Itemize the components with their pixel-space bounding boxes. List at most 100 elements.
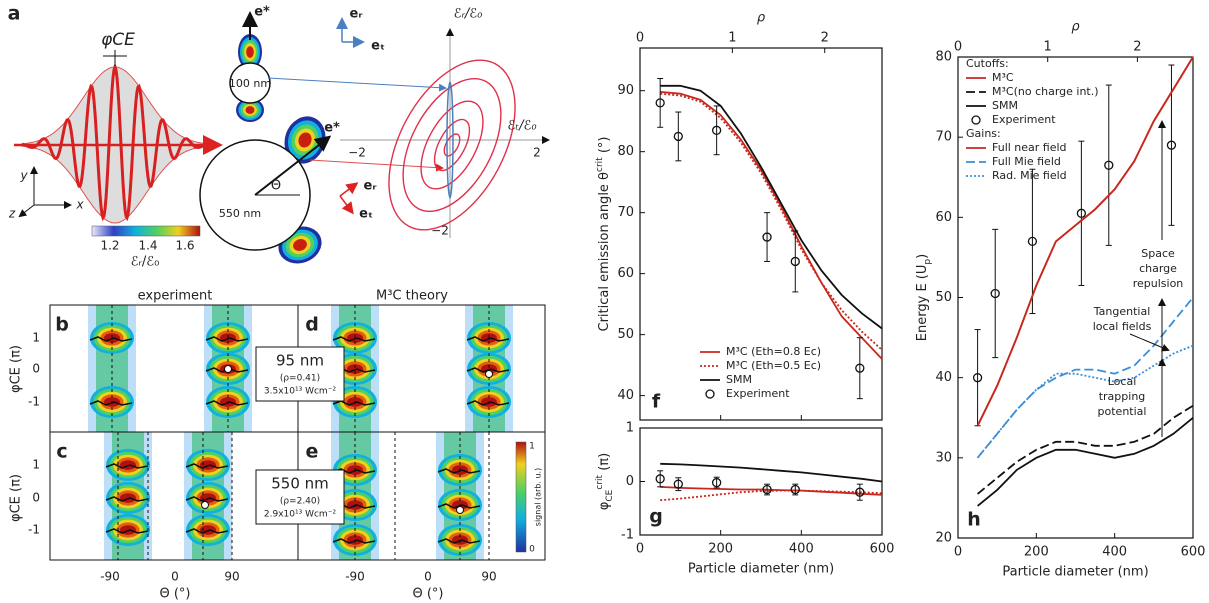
y-tick-label: 50 [617,327,634,342]
column-title: M³C theory [376,289,448,304]
legend-label: M³C(no charge int.) [992,85,1099,98]
annotation-arrow [1129,333,1170,352]
map-trace [437,503,481,509]
x-tick-label: 200 [1024,545,1049,560]
y-tick-label: 0 [32,362,40,376]
map-trace [89,400,133,406]
y-tick-label: 1 [32,331,40,345]
y-tick-label: 60 [617,266,634,281]
map-trace [105,496,149,502]
y-tick-label: 50 [935,290,952,305]
field-trajectory-small [446,81,454,199]
data-point [1104,160,1114,170]
y-tick-label: 0 [626,474,634,489]
field-axis-label: ℰᵣ/ℰ₀ [454,7,483,22]
panel-letter: a [8,3,21,25]
annotation: Local [1108,375,1137,388]
polar-vector [254,135,332,196]
y-axis-label-part: crit [595,157,605,172]
data-point [762,484,772,495]
data-point [855,363,865,373]
y-tick-label: -1 [28,395,40,409]
data-point [762,232,772,242]
x-axis-label: Particle diameter (nm) [688,562,834,577]
info-box [255,469,345,525]
panel-letter: f [652,391,661,413]
emission-lobe [298,132,312,148]
colorbar-label: signal (arb. u.) [534,468,543,526]
colorbar-tick: 1.2 [100,239,119,253]
map-trace [466,400,510,406]
map-trace [437,538,481,544]
x-tick-label: 600 [1181,545,1206,560]
legend-label: Full near field [992,141,1067,154]
panel-letter: c [56,441,67,463]
y-tick-label: 0 [32,491,40,505]
x-tick-label: 0 [954,545,962,560]
field-axis-label: ℰₜ/ℰ₀ [507,119,537,134]
emission-lobe [293,239,307,251]
x-tick-label: 0 [424,570,432,584]
legend-label: M³C [992,71,1014,84]
x-axis-label: Θ (°) [412,587,443,602]
particle-label: 550 nm [219,207,261,220]
cep-label: φCE [101,30,135,50]
series-line [976,56,1194,427]
y-axis-label-part: p [923,259,933,265]
axis-label: y [19,169,28,183]
plot-frame [639,427,883,536]
y-axis-label-part: Energy E (U [915,265,930,342]
panel-letter: b [55,314,69,336]
y-axis-label-part: CE [605,489,615,501]
basis-label: eₜ [371,39,385,54]
data-point [673,479,683,489]
series-line [977,417,1194,507]
series-line [660,91,883,360]
y-axis-label-part: Critical emission angle θ [597,172,612,332]
vector-label: e* [324,121,340,136]
x-tick-label: -90 [345,570,365,584]
annotation: local fields [1093,320,1152,333]
y-axis-label-part: φ [597,502,612,511]
colorbar [91,225,201,237]
data-point [655,474,665,484]
series-line [660,489,883,502]
y-axis-label: φCE (π) [9,345,24,393]
y-axis-label: Energy E (Up) [915,254,933,341]
info-intensity: 2.9x10¹³ Wcm⁻² [264,510,337,520]
data-point [972,373,983,383]
field-trajectory [402,78,502,212]
x-tick-label: 0 [171,570,179,584]
info-size: 95 nm [276,352,324,370]
map-marker [201,501,209,509]
y-tick-label: 40 [935,370,952,385]
annotation: charge [1139,262,1177,275]
field-tick: −2 [431,224,449,238]
y-tick-label: 80 [935,50,952,65]
map-trace [437,468,481,474]
map-trace [185,528,229,534]
data-point [673,131,683,142]
colorbar-tick: 1.6 [175,239,194,253]
field-trajectory [443,133,461,157]
y-tick-label: -1 [621,528,634,543]
annotation: Space [1141,247,1175,260]
legend-heading: Cutoffs: [966,57,1009,70]
x-axis-label: Θ (°) [159,587,190,602]
map-panel [50,432,298,560]
data-point [790,256,800,267]
y-tick-label: 60 [935,210,952,225]
map-trace [332,336,376,342]
legend-label: Experiment [726,387,790,400]
x2-axis-label: ρ [1071,20,1080,35]
series-line [660,92,883,351]
x-tick-label: 400 [1102,545,1127,560]
map-trace [185,496,229,502]
map-trace [332,538,376,544]
map-trace [185,463,229,469]
y-axis-label-part: (°) [597,137,612,158]
basis-label: eᵣ [364,179,378,194]
x2-tick-label: 0 [636,31,644,46]
legend-label: Experiment [992,113,1056,126]
